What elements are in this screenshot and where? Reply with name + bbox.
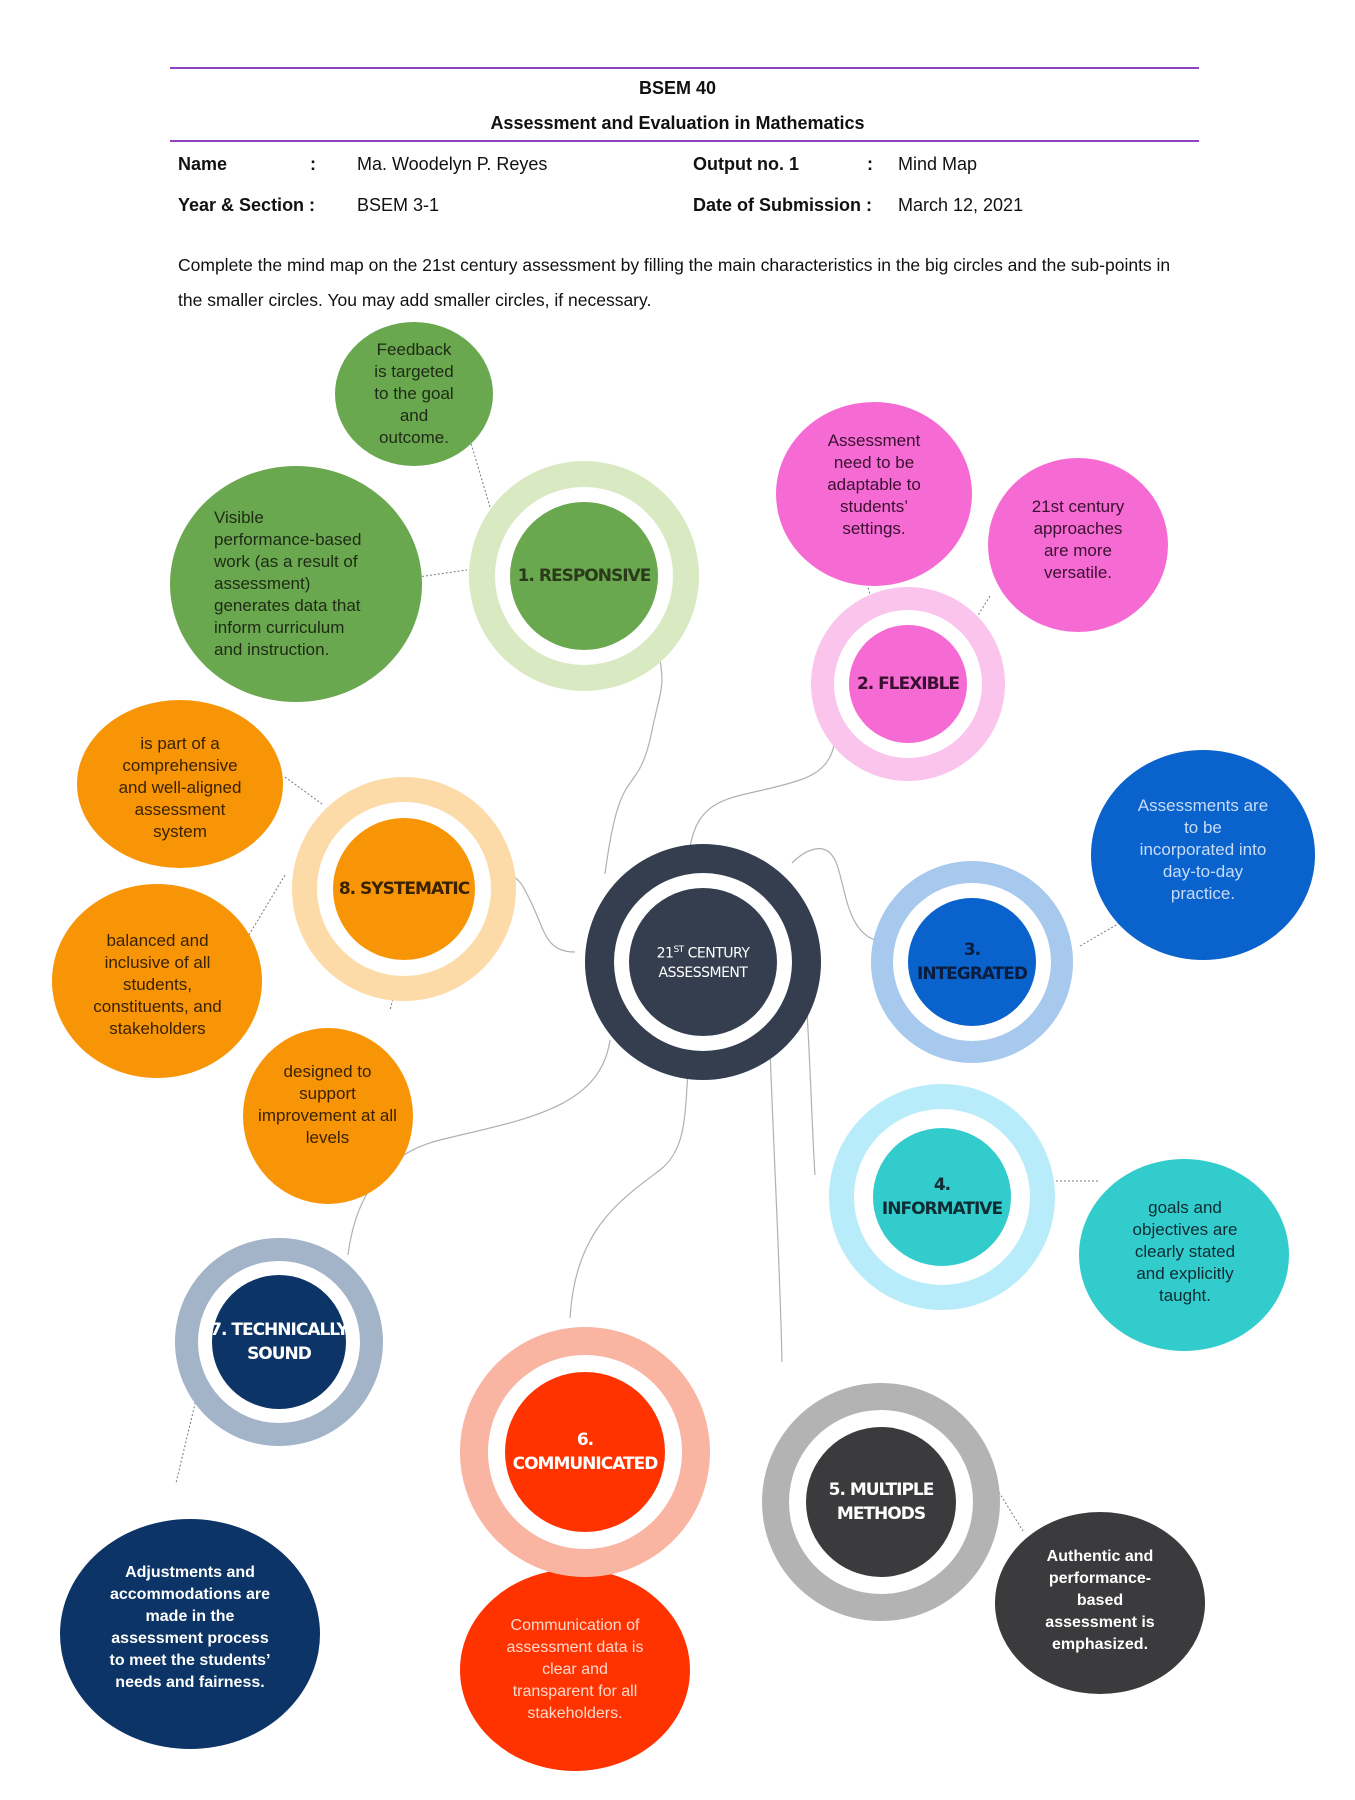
hubs <box>175 461 1073 1621</box>
bubble-text-adaptable: Assessment need to be adaptable to stude… <box>827 431 921 538</box>
date-value: March 12, 2021 <box>898 195 1024 215</box>
instructions: Complete the mind map on the 21st centur… <box>178 255 1171 310</box>
name-value: Ma. Woodelyn P. Reyes <box>357 154 548 174</box>
bubble-adaptable <box>776 402 972 586</box>
connector-multiple <box>769 1049 783 1363</box>
connector-systematic <box>504 871 576 953</box>
header-rule-bottom <box>170 140 1199 142</box>
connector-responsive <box>604 659 663 875</box>
bubble-text-communication: Communication of assessment data is clea… <box>506 1617 644 1722</box>
center-line1: CENTURY <box>683 945 750 962</box>
bubble-text-balanced: balanced and inclusive of all students, … <box>93 931 222 1038</box>
output-value: Mind Map <box>898 154 978 174</box>
connector-communicated <box>569 1069 689 1319</box>
bubble-text-adjustments: Adjustments and accommodations are made … <box>109 1563 271 1691</box>
bubble-feedback <box>335 322 493 466</box>
bubble-text-goals: goals and objectives are clearly stated … <box>1132 1198 1238 1305</box>
center-line2: ASSESSMENT <box>658 964 748 981</box>
bubble-text-incorporated: Assessments are to be incorporated into … <box>1137 796 1269 903</box>
hub-integrated <box>871 861 1073 1063</box>
bubble-incorporated <box>1091 750 1315 960</box>
bubble-text-designed: designed to support improvement at all l… <box>258 1062 397 1147</box>
bubble-comprehensive <box>77 700 283 868</box>
bubble-text-comprehensive: is part of a comprehensive and well-alig… <box>118 734 242 841</box>
bubbles <box>52 322 1315 1771</box>
bubble-text-versatile: 21st century approaches are more versati… <box>1031 497 1125 582</box>
header-rule-top <box>170 67 1199 69</box>
sub-connector-visible <box>417 569 468 578</box>
bubble-balanced <box>52 884 262 1078</box>
bubble-versatile <box>988 458 1168 632</box>
center-suffix: ST <box>673 945 684 956</box>
name-label: Name <box>178 154 228 174</box>
year-section-label: Year & Section : <box>178 195 316 215</box>
hub-label-systematic: 8. SYSTEMATIC <box>338 879 470 899</box>
hub-label-multiple: 5. MULTIPLE METHODS <box>828 1480 935 1524</box>
hub-multiple <box>762 1383 1000 1621</box>
connector-technical <box>347 1039 611 1256</box>
bubble-communication <box>460 1569 690 1771</box>
bubble-text-authentic: Authentic and performance- based assessm… <box>1045 1548 1155 1653</box>
center-label: 21ST CENTURY ASSESSMENT <box>629 925 777 999</box>
sub-connector-adaptable <box>865 579 872 599</box>
bubble-visible <box>170 466 422 702</box>
hub-center <box>585 844 821 1080</box>
bubble-goals <box>1079 1159 1289 1351</box>
name-separator: : <box>310 154 316 174</box>
bubble-adjustments <box>60 1519 320 1749</box>
date-label: Date of Submission : <box>693 195 873 215</box>
hub-informative <box>829 1084 1055 1310</box>
course-title: Assessment and Evaluation in Mathematics <box>490 113 865 133</box>
hub-label-integrated: 3. INTEGRATED <box>917 940 1028 984</box>
bubble-authentic <box>995 1512 1205 1694</box>
hub-systematic <box>292 777 516 1001</box>
bubble-text-visible: Visible performance-based work (as a res… <box>214 508 362 659</box>
hub-label-informative: 4. INFORMATIVE <box>881 1175 1003 1219</box>
sub-connector-incorporated <box>1079 919 1126 947</box>
hub-label-communicated: 6. COMMUNICATED <box>512 1430 659 1474</box>
hub-flexible <box>811 587 1005 781</box>
year-section-value: BSEM 3-1 <box>357 195 440 215</box>
hub-label-flexible: 2. FLEXIBLE <box>856 674 960 694</box>
hub-label-responsive: 1. RESPONSIVE <box>517 566 652 586</box>
bubble-text-feedback: Feedback is targeted to the goal and out… <box>374 340 454 447</box>
hub-communicated <box>460 1327 710 1577</box>
hub-label-technical: 7. TECHNICALLY SOUND <box>210 1320 349 1364</box>
sub-connector-comprehensive <box>284 776 323 805</box>
hub-technical <box>175 1238 383 1446</box>
bubble-designed <box>243 1028 413 1204</box>
hub-responsive <box>469 461 699 691</box>
output-label: Output no. 1 <box>693 154 799 174</box>
course-code: BSEM 40 <box>638 78 717 98</box>
connector-flexible <box>689 732 836 848</box>
center-prefix: 21 <box>656 945 674 962</box>
connector-integrated <box>791 848 876 941</box>
output-separator: : <box>867 154 873 174</box>
